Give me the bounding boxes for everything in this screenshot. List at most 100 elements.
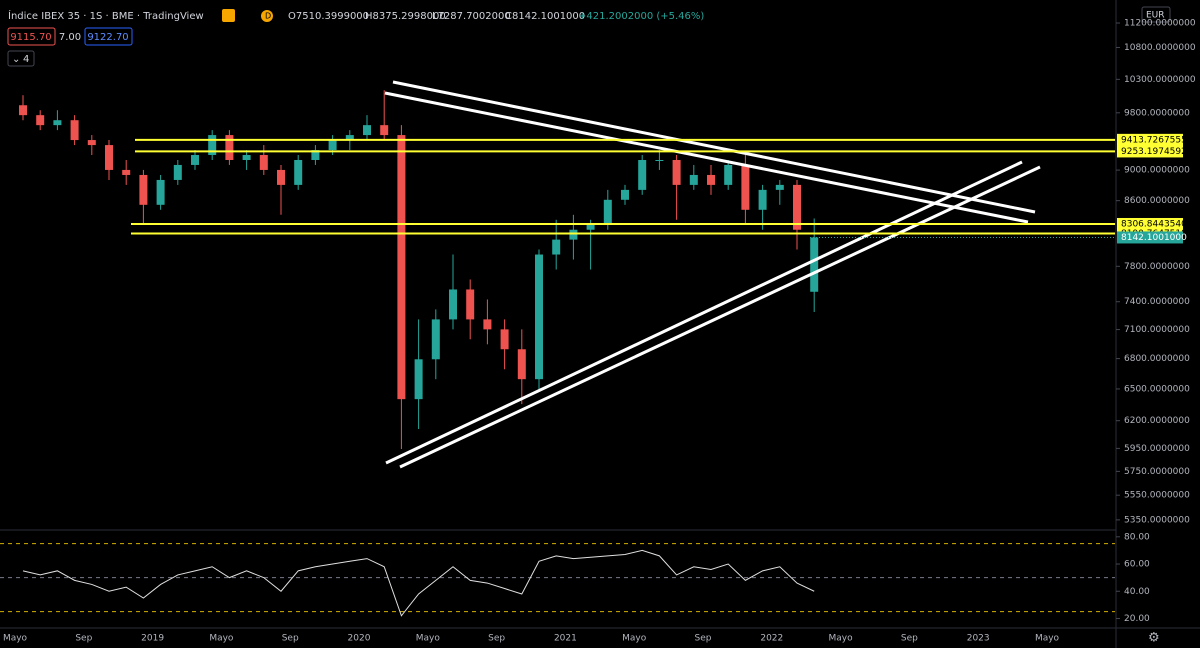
candle-body [122,169,131,175]
y-tick-label: 5350.0000000 [1124,515,1190,525]
ohlc-low: L7287.7002000 [432,11,511,22]
candle-body [156,179,165,205]
price-pane [19,90,819,449]
overlay: 9413.72675559253.19745928306.84435408190… [131,133,1187,244]
candle-body [466,289,475,320]
candle-body [277,169,285,185]
candle-body [535,254,543,380]
y-tick-label: 9000.0000000 [1124,166,1190,176]
level-label: 9413.7267555 [1121,135,1187,145]
trend-lines [384,80,1041,469]
candle-body [139,174,148,205]
buy-button[interactable] [84,27,133,46]
y-tick-label: 8600.0000000 [1124,196,1190,206]
candle-body [294,159,303,185]
y-tick-label: 40.00 [1124,587,1150,597]
candle-body [449,289,457,320]
y-tick-label: 60.00 [1124,560,1150,570]
y-tick-label: 6800.0000000 [1124,354,1190,364]
candle-body [724,164,733,185]
market-icon [222,9,235,22]
x-tick-label: Mayo [622,634,647,644]
candle-body [53,120,62,126]
x-tick-label: Sep [901,634,918,644]
candle-body [672,159,681,185]
candle-body [569,229,578,240]
candle-body [397,135,406,400]
candle-body [552,239,561,255]
buy-price: 9122.70 [87,32,128,43]
x-tick-label: Mayo [1035,634,1060,644]
y-tick-label: 80.00 [1124,532,1150,542]
trend-line [399,165,1041,469]
candle-body [586,224,595,230]
level-label-bg [1117,217,1183,230]
y-tick-label: 9800.0000000 [1124,108,1190,118]
candle-body [105,145,113,170]
level-label-bg [1117,145,1183,158]
x-tick-label: Sep [282,634,299,644]
currency-button[interactable] [1141,6,1171,23]
x-tick-label: Sep [488,634,505,644]
settings-icon[interactable]: ⚙ [1148,631,1160,646]
candle-body [328,140,337,151]
candle-body [70,120,79,141]
x-tick-label: Sep [75,634,92,644]
candle-body [87,140,96,146]
candle-body [758,189,767,210]
y-tick-label: 7400.0000000 [1124,297,1190,307]
x-tick-label: 2023 [967,634,990,644]
ohlc-high: H8375.2998000 [365,11,446,22]
y-tick-label: 6500.0000000 [1124,384,1190,394]
chevron: ⌄ [12,54,20,65]
y-tick-label: 5750.0000000 [1124,467,1190,477]
candle-body [655,159,664,161]
candle-body [414,359,423,400]
candle-body [603,199,612,225]
candle-body [483,319,492,330]
spread: 7.00 [59,32,81,43]
candle-body [36,115,45,126]
candle-body [793,184,801,230]
level-label-bg [1117,133,1183,146]
last-price-label: 8142.1001000 [1121,233,1187,243]
last-price-bg [1117,231,1183,244]
candle-body [311,150,320,160]
y-tick-label: 5550.0000000 [1124,491,1190,501]
candle-body [621,189,629,200]
candle-body [638,159,647,190]
candle-body [810,237,819,292]
candle-body [19,105,27,116]
trend-line [384,91,1029,224]
x-tick-label: 2021 [554,634,577,644]
candle-body [707,174,715,185]
candle-body [225,135,234,160]
x-tick-label: Sep [695,634,712,644]
symbol: Índice IBEX 35 · 1S · BME · TradingView [8,9,204,22]
delay-letter: D [265,12,271,21]
candle-body [517,349,526,380]
x-tick-label: Mayo [3,634,28,644]
delay-icon [261,10,273,22]
level-label: 9253.1974592 [1121,147,1187,157]
candle-body [689,174,698,185]
candle-body [173,164,182,180]
indicators-toggle[interactable] [7,50,35,67]
trend-line [392,80,1036,214]
x-tick-label: Mayo [829,634,854,644]
ohlc-close: C8142.1001000 [505,11,585,22]
sell-price: 9115.70 [10,32,51,43]
indicator-count: 4 [23,54,29,65]
sell-button[interactable] [7,27,56,46]
y-tick-label: 5950.0000000 [1124,444,1190,454]
candle-body [431,319,440,360]
candle-body [242,155,251,160]
x-tick-label: 2020 [348,634,371,644]
x-tick-label: 2019 [141,634,164,644]
rsi-line [22,549,815,617]
y-tick-label: 6200.0000000 [1124,416,1190,426]
candle-body [380,125,389,136]
candle-body [208,135,217,156]
candle-body [775,184,784,190]
